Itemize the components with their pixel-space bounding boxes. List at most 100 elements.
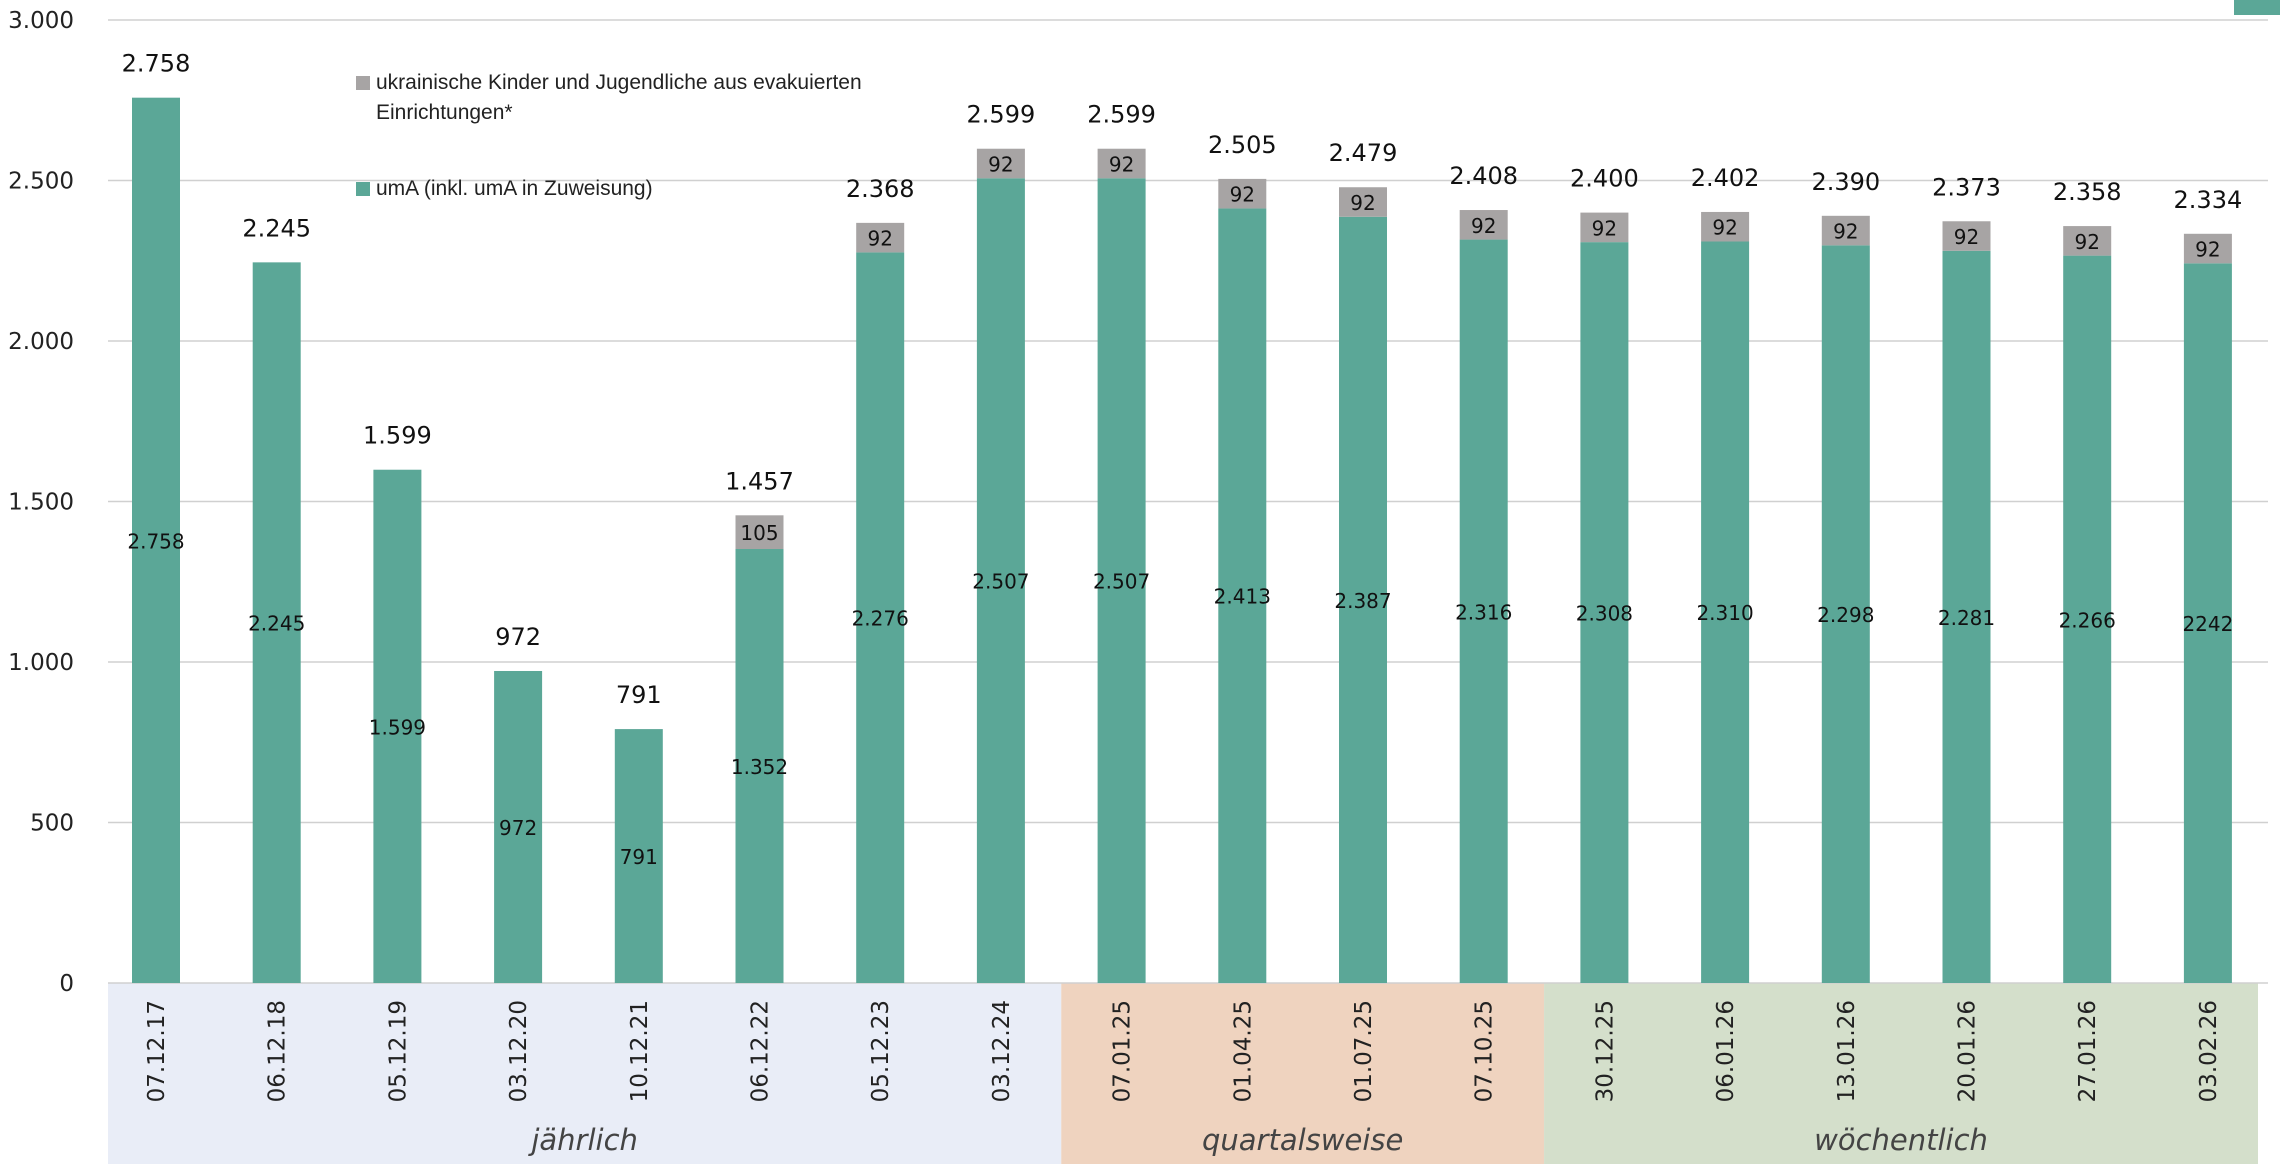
value-label: 92 — [1109, 152, 1134, 176]
x-tick-label: 03.12.20 — [506, 1000, 532, 1102]
y-tick-label: 1.000 — [8, 650, 74, 676]
value-label: 2.310 — [1696, 601, 1753, 625]
value-label: 2.245 — [248, 612, 305, 636]
total-label: 2.368 — [846, 175, 915, 203]
bar-segment — [494, 670, 543, 983]
group-band — [1544, 983, 2258, 1164]
value-label: 2.316 — [1455, 600, 1512, 624]
value-label: 92 — [988, 152, 1013, 176]
bar-segment — [856, 222, 905, 253]
y-tick-label: 2.000 — [8, 329, 74, 355]
value-label: 92 — [1230, 183, 1255, 207]
value-label: 92 — [1712, 216, 1737, 240]
total-label: 2.758 — [122, 50, 191, 78]
bar-segment — [2063, 226, 2112, 256]
x-tick-label: 06.01.26 — [1713, 1000, 1739, 1102]
bar-segment — [735, 549, 784, 983]
bar-segment — [1097, 178, 1146, 984]
total-label: 2.479 — [1329, 139, 1398, 167]
total-label: 2.390 — [1811, 168, 1880, 196]
bar-segment — [976, 148, 1025, 179]
value-label: 972 — [499, 816, 537, 840]
bar-segment — [373, 469, 422, 983]
legend-swatch — [356, 76, 370, 90]
value-label: 92 — [1954, 225, 1979, 249]
legend-fragment — [2234, 0, 2280, 15]
x-tick-label: 07.10.25 — [1472, 1000, 1498, 1102]
value-label: 2.413 — [1214, 585, 1271, 609]
bar-segment — [1701, 241, 1750, 984]
value-label: 92 — [2195, 238, 2220, 262]
x-tick-label: 01.07.25 — [1351, 1000, 1377, 1102]
value-label: 2.507 — [972, 570, 1029, 594]
x-tick-label: 05.12.23 — [868, 1000, 894, 1102]
group-label: jährlich — [527, 1123, 638, 1157]
total-label: 2.358 — [2053, 178, 2122, 206]
bar-segment — [2183, 233, 2232, 264]
value-label: 2.308 — [1576, 602, 1633, 626]
value-label: 2.266 — [2059, 608, 2116, 632]
x-tick-label: 06.12.22 — [748, 1000, 774, 1102]
value-label: 2.507 — [1093, 570, 1150, 594]
value-label: 92 — [2074, 230, 2099, 254]
bar-segment — [856, 252, 905, 984]
x-tick-label: 05.12.19 — [385, 1000, 411, 1102]
bar-segment — [1339, 216, 1387, 983]
bar-segment — [1339, 187, 1387, 217]
bar-segment — [735, 515, 784, 550]
bar-segment — [1942, 250, 1991, 983]
bar-segment — [1097, 148, 1146, 179]
group-band — [108, 983, 1062, 1164]
total-label: 2.599 — [1087, 101, 1156, 129]
value-label: 92 — [1833, 220, 1858, 244]
bar-segment — [614, 729, 663, 983]
total-label: 2.334 — [2174, 186, 2243, 214]
total-label: 2.373 — [1932, 173, 2001, 201]
value-label: 2.276 — [852, 607, 909, 631]
value-label: 2.387 — [1334, 589, 1391, 613]
legend-swatch — [356, 182, 370, 196]
value-label: 791 — [620, 845, 658, 869]
x-tick-label: 03.02.26 — [2196, 1000, 2222, 1102]
legend-label: ukrainische Kinder und Jugendliche aus e… — [376, 71, 862, 124]
value-label: 92 — [867, 227, 892, 251]
group-band — [1061, 983, 1545, 1164]
total-label: 1.599 — [363, 422, 432, 450]
x-tick-label: 06.12.18 — [265, 1000, 291, 1102]
total-label: 1.457 — [725, 467, 794, 495]
x-tick-label: 03.12.24 — [989, 1000, 1015, 1102]
y-tick-label: 500 — [30, 811, 74, 837]
bar-segment — [132, 97, 180, 983]
value-label: 105 — [740, 521, 778, 545]
bar-segment — [1821, 245, 1870, 984]
y-tick-label: 0 — [59, 971, 74, 997]
x-tick-label: 10.12.21 — [627, 1000, 653, 1102]
value-label: 1.599 — [369, 715, 426, 739]
y-tick-label: 3.000 — [8, 8, 74, 34]
total-label: 2.400 — [1570, 165, 1639, 193]
legend-item: umA (inkl. umA in Zuweisung) — [356, 174, 916, 204]
y-tick-label: 1.500 — [8, 490, 74, 516]
total-label: 791 — [616, 681, 662, 709]
total-label: 972 — [495, 623, 541, 651]
bar-segment — [1580, 212, 1629, 243]
x-tick-label: 13.01.26 — [1834, 1000, 1860, 1102]
bar-segment — [1942, 221, 1991, 251]
legend-label: umA (inkl. umA in Zuweisung) — [376, 177, 653, 200]
value-label: 2.281 — [1938, 606, 1995, 630]
bar-segment — [2183, 263, 2232, 983]
bar-segment — [1218, 208, 1267, 983]
bar-segment — [1459, 239, 1508, 984]
total-label: 2.402 — [1691, 164, 1760, 192]
group-label: wöchentlich — [1814, 1123, 1988, 1157]
legend-item: ukrainische Kinder und Jugendliche aus e… — [356, 68, 916, 128]
bar-segment — [1218, 178, 1267, 209]
bar-segment — [1701, 211, 1750, 242]
total-label: 2.505 — [1208, 131, 1277, 159]
value-label: 2.298 — [1817, 603, 1874, 627]
x-tick-label: 07.12.17 — [144, 1000, 170, 1102]
y-tick-label: 2.500 — [8, 169, 74, 195]
value-label: 92 — [1471, 214, 1496, 238]
